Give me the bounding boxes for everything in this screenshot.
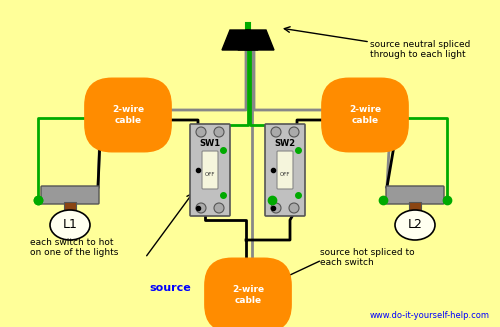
FancyBboxPatch shape	[190, 124, 230, 216]
Circle shape	[271, 127, 281, 137]
FancyBboxPatch shape	[386, 186, 444, 204]
Circle shape	[289, 127, 299, 137]
Ellipse shape	[50, 210, 90, 240]
Bar	[64, 202, 76, 210]
Circle shape	[196, 127, 206, 137]
Text: OFF: OFF	[280, 173, 290, 178]
Text: source neutral spliced
through to each light: source neutral spliced through to each l…	[370, 40, 470, 60]
Polygon shape	[238, 30, 274, 50]
Circle shape	[289, 203, 299, 213]
Text: 2-wire
cable: 2-wire cable	[112, 105, 144, 125]
Ellipse shape	[395, 210, 435, 240]
Polygon shape	[236, 280, 260, 300]
Bar	[409, 202, 421, 210]
Polygon shape	[222, 30, 258, 50]
FancyBboxPatch shape	[41, 186, 99, 204]
Text: 2-wire
cable: 2-wire cable	[232, 285, 264, 305]
Circle shape	[214, 127, 224, 137]
Text: SW1: SW1	[200, 139, 220, 147]
Text: OFF: OFF	[205, 173, 215, 178]
Text: SW2: SW2	[274, 139, 295, 147]
Text: each switch to hot
on one of the lights: each switch to hot on one of the lights	[30, 238, 118, 257]
Text: L2: L2	[408, 218, 422, 232]
Text: source: source	[149, 283, 191, 293]
Text: source hot spliced to
each switch: source hot spliced to each switch	[320, 248, 414, 267]
Text: L1: L1	[62, 218, 78, 232]
Circle shape	[214, 203, 224, 213]
FancyBboxPatch shape	[277, 151, 293, 189]
FancyBboxPatch shape	[202, 151, 218, 189]
FancyBboxPatch shape	[265, 124, 305, 216]
Text: www.do-it-yourself-help.com: www.do-it-yourself-help.com	[370, 311, 490, 320]
Circle shape	[196, 203, 206, 213]
Text: 2-wire
cable: 2-wire cable	[349, 105, 381, 125]
Circle shape	[271, 203, 281, 213]
